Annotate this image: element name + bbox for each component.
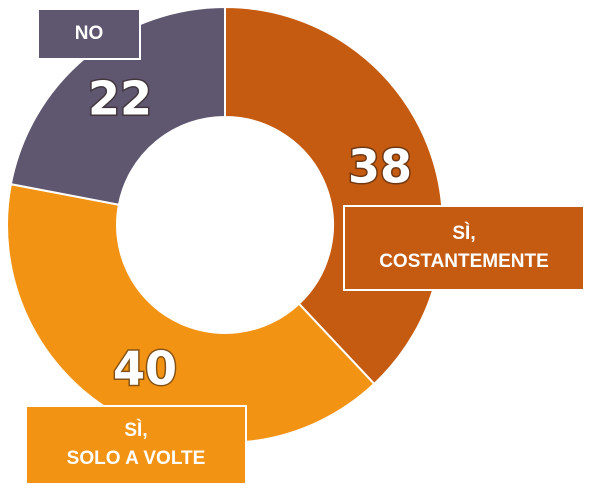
category-label: SÌ, COSTANTEMENTE [343, 205, 585, 291]
category-label: SÌ, SOLO A VOLTE [25, 405, 247, 485]
value-label: 40 [113, 342, 177, 396]
category-label: NO [37, 8, 141, 60]
value-label: 38 [348, 140, 412, 194]
donut-slice [9, 5, 226, 206]
value-label: 22 [88, 72, 152, 126]
